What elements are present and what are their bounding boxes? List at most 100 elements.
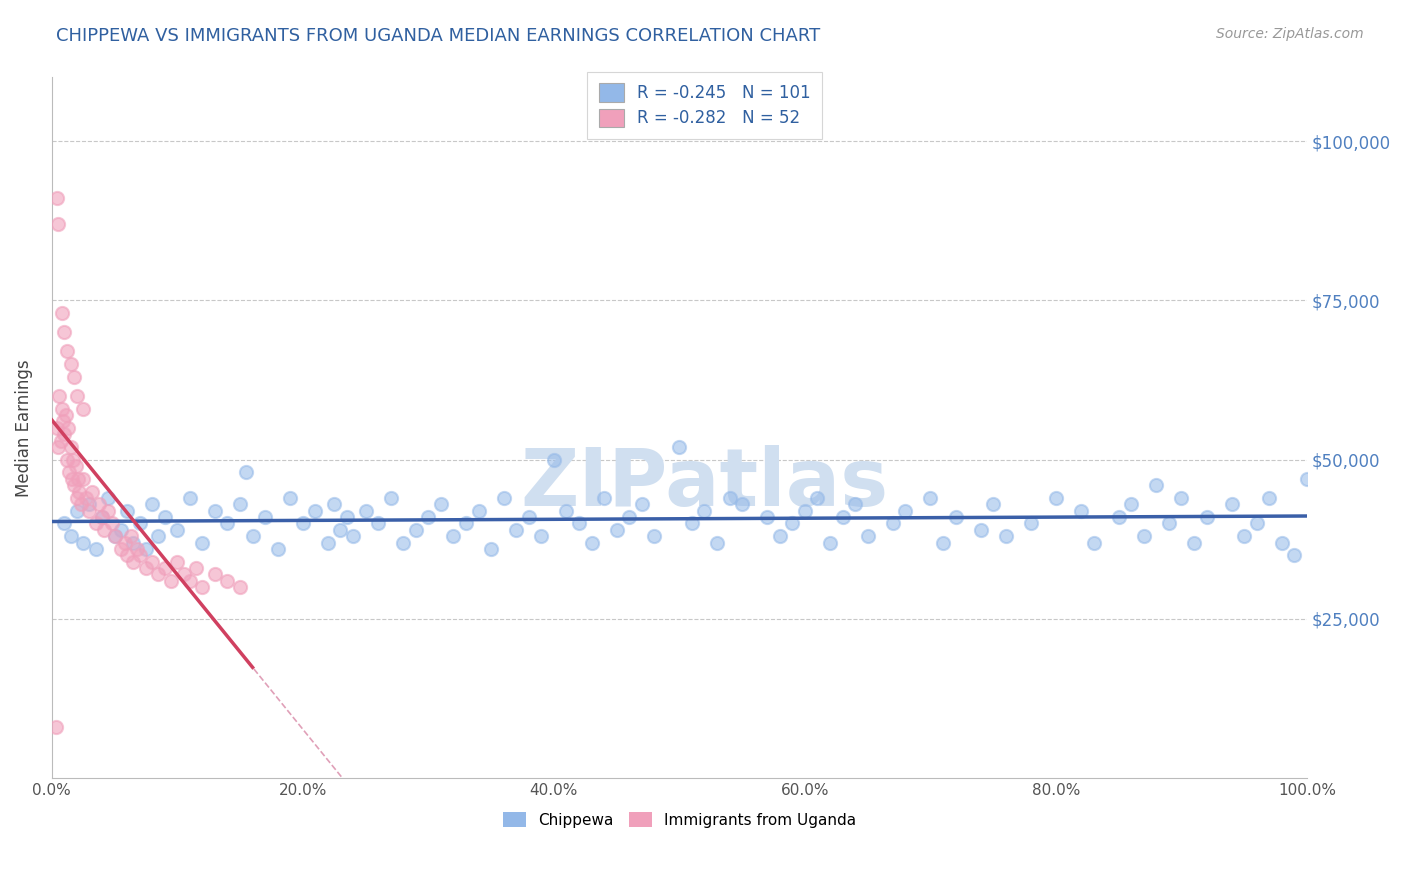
Point bbox=[267, 541, 290, 556]
Point bbox=[782, 516, 804, 531]
Point bbox=[543, 452, 565, 467]
Point bbox=[160, 574, 183, 588]
Point bbox=[467, 503, 489, 517]
Point bbox=[793, 503, 815, 517]
Point bbox=[994, 529, 1017, 543]
Point bbox=[693, 503, 716, 517]
Point bbox=[1019, 516, 1042, 531]
Point bbox=[756, 510, 779, 524]
Point bbox=[731, 497, 754, 511]
Point bbox=[844, 497, 866, 511]
Point bbox=[555, 503, 578, 517]
Point bbox=[45, 421, 67, 435]
Point bbox=[52, 414, 75, 428]
Point bbox=[278, 491, 301, 505]
Point bbox=[769, 529, 792, 543]
Point bbox=[191, 580, 214, 594]
Point bbox=[882, 516, 904, 531]
Point bbox=[148, 567, 170, 582]
Point bbox=[806, 491, 828, 505]
Point bbox=[67, 472, 90, 486]
Point bbox=[166, 555, 188, 569]
Point bbox=[336, 510, 359, 524]
Point bbox=[67, 484, 90, 499]
Point bbox=[51, 306, 73, 320]
Point bbox=[72, 401, 94, 416]
Point bbox=[969, 523, 991, 537]
Point bbox=[1220, 497, 1243, 511]
Point bbox=[517, 510, 540, 524]
Point bbox=[127, 541, 149, 556]
Point bbox=[405, 523, 427, 537]
Point bbox=[492, 491, 515, 505]
Point bbox=[1045, 491, 1067, 505]
Point bbox=[981, 497, 1004, 511]
Point bbox=[115, 548, 138, 562]
Point bbox=[141, 555, 163, 569]
Point bbox=[505, 523, 527, 537]
Point bbox=[135, 561, 157, 575]
Point bbox=[51, 401, 73, 416]
Point bbox=[122, 555, 145, 569]
Point bbox=[184, 561, 207, 575]
Point bbox=[103, 529, 125, 543]
Point bbox=[643, 529, 665, 543]
Text: Source: ZipAtlas.com: Source: ZipAtlas.com bbox=[1216, 27, 1364, 41]
Point bbox=[66, 389, 89, 403]
Point bbox=[1233, 529, 1256, 543]
Point bbox=[1133, 529, 1156, 543]
Point bbox=[89, 497, 111, 511]
Point bbox=[1284, 548, 1306, 562]
Point bbox=[235, 466, 257, 480]
Text: ZIPatlas: ZIPatlas bbox=[520, 445, 889, 523]
Point bbox=[153, 561, 176, 575]
Point bbox=[128, 516, 150, 531]
Point bbox=[304, 503, 326, 517]
Point bbox=[418, 510, 440, 524]
Text: CHIPPEWA VS IMMIGRANTS FROM UGANDA MEDIAN EARNINGS CORRELATION CHART: CHIPPEWA VS IMMIGRANTS FROM UGANDA MEDIA… bbox=[56, 27, 821, 45]
Point bbox=[1271, 535, 1294, 549]
Point bbox=[1083, 535, 1105, 549]
Point bbox=[110, 541, 132, 556]
Point bbox=[454, 516, 477, 531]
Point bbox=[1195, 510, 1218, 524]
Point bbox=[101, 516, 124, 531]
Y-axis label: Median Earnings: Median Earnings bbox=[15, 359, 32, 497]
Point bbox=[568, 516, 591, 531]
Point bbox=[53, 516, 76, 531]
Point bbox=[63, 369, 86, 384]
Point bbox=[53, 326, 76, 340]
Point bbox=[45, 192, 67, 206]
Point bbox=[63, 478, 86, 492]
Point bbox=[62, 452, 84, 467]
Point bbox=[84, 541, 107, 556]
Point bbox=[818, 535, 841, 549]
Point bbox=[122, 535, 145, 549]
Point bbox=[91, 510, 114, 524]
Point bbox=[97, 503, 120, 517]
Point bbox=[1296, 472, 1319, 486]
Point bbox=[135, 541, 157, 556]
Point bbox=[932, 535, 955, 549]
Point bbox=[59, 357, 82, 371]
Point bbox=[217, 574, 239, 588]
Point bbox=[60, 472, 83, 486]
Point bbox=[380, 491, 402, 505]
Point bbox=[617, 510, 640, 524]
Point bbox=[342, 529, 364, 543]
Point bbox=[354, 503, 377, 517]
Point bbox=[79, 503, 101, 517]
Point bbox=[392, 535, 415, 549]
Point bbox=[103, 529, 125, 543]
Point bbox=[1121, 497, 1143, 511]
Point bbox=[323, 497, 346, 511]
Point bbox=[128, 548, 150, 562]
Point bbox=[72, 472, 94, 486]
Point bbox=[65, 458, 87, 473]
Point bbox=[217, 516, 239, 531]
Point bbox=[179, 491, 201, 505]
Point bbox=[1170, 491, 1192, 505]
Point bbox=[329, 523, 352, 537]
Point bbox=[179, 574, 201, 588]
Point bbox=[530, 529, 553, 543]
